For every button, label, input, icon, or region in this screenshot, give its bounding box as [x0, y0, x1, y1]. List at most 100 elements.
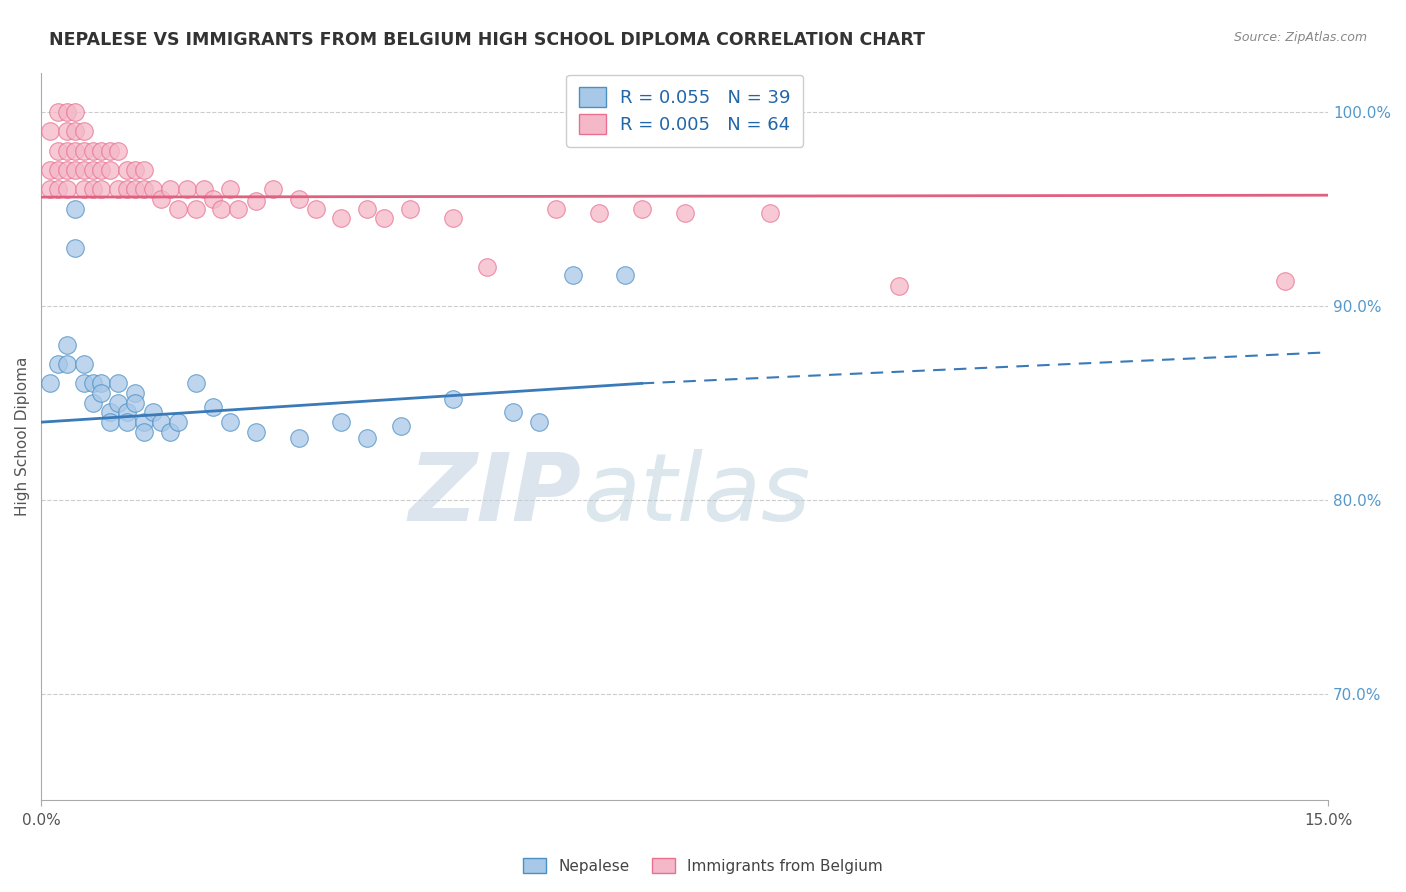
Point — [115, 405, 138, 419]
Point — [82, 376, 104, 391]
Point — [132, 182, 155, 196]
Point — [107, 182, 129, 196]
Point — [107, 376, 129, 391]
Point — [56, 124, 79, 138]
Point — [502, 405, 524, 419]
Point — [73, 124, 96, 138]
Point — [176, 182, 198, 196]
Point — [630, 202, 652, 216]
Point — [262, 182, 284, 196]
Point — [98, 163, 121, 178]
Point — [46, 144, 69, 158]
Point — [613, 268, 636, 282]
Point — [38, 163, 60, 178]
Legend: R = 0.055   N = 39, R = 0.005   N = 64: R = 0.055 N = 39, R = 0.005 N = 64 — [567, 75, 803, 147]
Point — [82, 182, 104, 196]
Point — [245, 425, 267, 439]
Point — [132, 425, 155, 439]
Point — [356, 431, 378, 445]
Point — [184, 202, 207, 216]
Point — [167, 202, 190, 216]
Point — [56, 163, 79, 178]
Legend: Nepalese, Immigrants from Belgium: Nepalese, Immigrants from Belgium — [517, 852, 889, 880]
Text: NEPALESE VS IMMIGRANTS FROM BELGIUM HIGH SCHOOL DIPLOMA CORRELATION CHART: NEPALESE VS IMMIGRANTS FROM BELGIUM HIGH… — [49, 31, 925, 49]
Y-axis label: High School Diploma: High School Diploma — [15, 357, 30, 516]
Point — [98, 144, 121, 158]
Point — [115, 182, 138, 196]
Point — [90, 386, 112, 401]
Point — [65, 104, 87, 119]
Point — [124, 163, 146, 178]
Point — [193, 182, 215, 196]
Text: Source: ZipAtlas.com: Source: ZipAtlas.com — [1233, 31, 1367, 45]
Point — [287, 192, 309, 206]
Point — [82, 396, 104, 410]
Point — [65, 144, 87, 158]
Point — [673, 205, 696, 219]
Point — [38, 376, 60, 391]
Point — [201, 192, 224, 206]
Point — [588, 205, 610, 219]
Point — [46, 357, 69, 371]
Point — [90, 376, 112, 391]
Point — [305, 202, 328, 216]
Point — [73, 182, 96, 196]
Point — [107, 396, 129, 410]
Point — [73, 357, 96, 371]
Point — [56, 144, 79, 158]
Text: atlas: atlas — [582, 450, 810, 541]
Point — [38, 124, 60, 138]
Point — [90, 182, 112, 196]
Point — [562, 268, 585, 282]
Point — [90, 163, 112, 178]
Point — [218, 415, 240, 429]
Point — [159, 425, 181, 439]
Point — [184, 376, 207, 391]
Point — [46, 182, 69, 196]
Point — [65, 241, 87, 255]
Point — [73, 144, 96, 158]
Point — [56, 104, 79, 119]
Point — [132, 415, 155, 429]
Point — [56, 337, 79, 351]
Point — [56, 182, 79, 196]
Point — [887, 279, 910, 293]
Point — [759, 205, 782, 219]
Point — [150, 192, 173, 206]
Point — [56, 357, 79, 371]
Point — [209, 202, 232, 216]
Point — [98, 405, 121, 419]
Point — [132, 163, 155, 178]
Point — [46, 104, 69, 119]
Point — [142, 182, 165, 196]
Point — [287, 431, 309, 445]
Point — [124, 386, 146, 401]
Point — [167, 415, 190, 429]
Point — [90, 144, 112, 158]
Point — [150, 415, 173, 429]
Point — [82, 144, 104, 158]
Point — [124, 182, 146, 196]
Point — [527, 415, 550, 429]
Point — [107, 144, 129, 158]
Point — [441, 211, 464, 226]
Point — [245, 194, 267, 208]
Point — [330, 211, 353, 226]
Point — [477, 260, 499, 274]
Point — [115, 415, 138, 429]
Point — [356, 202, 378, 216]
Point — [391, 419, 413, 434]
Point — [330, 415, 353, 429]
Point — [228, 202, 250, 216]
Point — [65, 163, 87, 178]
Point — [98, 415, 121, 429]
Point — [544, 202, 567, 216]
Point — [1274, 274, 1296, 288]
Point — [82, 163, 104, 178]
Point — [73, 163, 96, 178]
Point — [124, 396, 146, 410]
Point — [65, 124, 87, 138]
Point — [73, 376, 96, 391]
Point — [373, 211, 395, 226]
Point — [46, 163, 69, 178]
